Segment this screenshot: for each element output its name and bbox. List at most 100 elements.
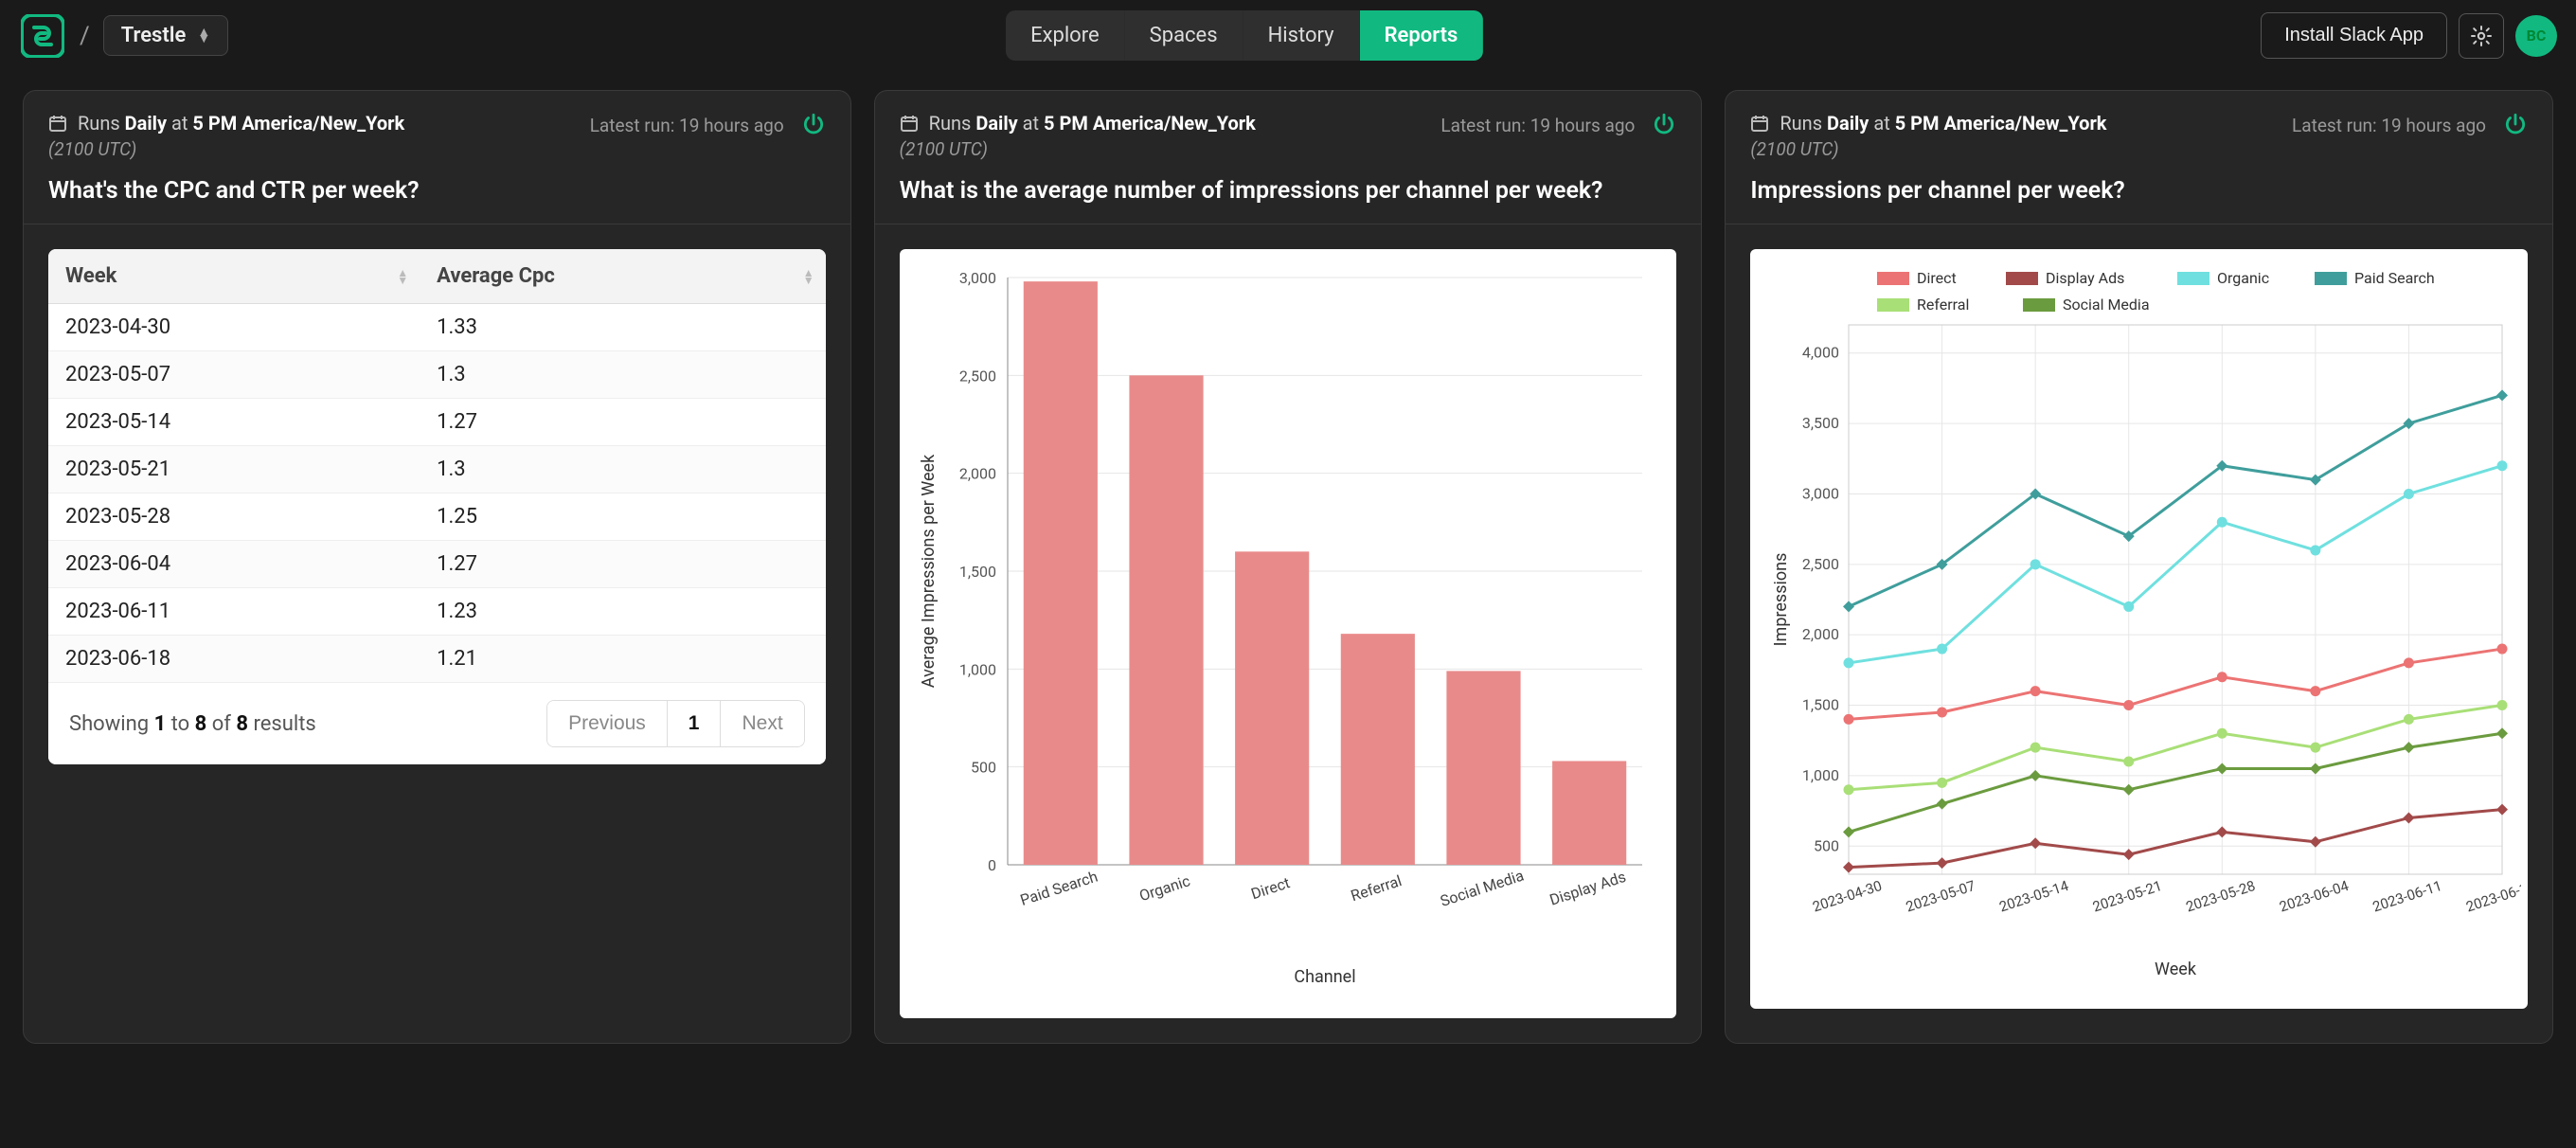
svg-text:2023-06-04: 2023-06-04 (2278, 877, 2352, 916)
power-toggle[interactable] (1652, 112, 1676, 140)
install-slack-button[interactable]: Install Slack App (2261, 12, 2447, 59)
svg-text:2023-06-18: 2023-06-18 (2464, 877, 2521, 916)
table-cell: 1.33 (420, 304, 826, 351)
sort-icon: ▲▼ (397, 269, 408, 284)
schedule-prefix: Runs (929, 112, 972, 135)
report-card: Runs Daily at 5 PM America/New_York (210… (23, 90, 851, 1044)
svg-text:1,000: 1,000 (1802, 766, 1839, 784)
svg-text:Display Ads: Display Ads (1547, 868, 1628, 909)
svg-text:2023-05-14: 2023-05-14 (1997, 877, 2071, 916)
schedule-at: at (1023, 112, 1039, 135)
table-cell: 1.25 (420, 493, 826, 541)
table-cell: 1.27 (420, 399, 826, 446)
table-row: 2023-05-071.3 (48, 351, 826, 399)
table-row: 2023-06-181.21 (48, 636, 826, 683)
chevron-updown-icon: ▲▼ (197, 29, 210, 43)
schedule-at: at (1873, 112, 1889, 135)
workspace-name: Trestle (121, 24, 187, 47)
svg-text:1,500: 1,500 (959, 563, 996, 581)
tab-history[interactable]: History (1243, 10, 1360, 61)
table-cell: 2023-06-11 (48, 588, 420, 636)
svg-text:2023-05-07: 2023-05-07 (1905, 877, 1978, 916)
table-cell: 1.3 (420, 351, 826, 399)
cards-row: Runs Daily at 5 PM America/New_York (210… (0, 71, 2576, 1063)
svg-text:1,500: 1,500 (1802, 696, 1839, 714)
svg-text:2,500: 2,500 (1802, 555, 1839, 573)
svg-text:Week: Week (2155, 960, 2197, 979)
table-cell: 1.27 (420, 541, 826, 588)
svg-text:Paid Search: Paid Search (1018, 868, 1100, 909)
column-header[interactable]: Week▲▼ (48, 249, 420, 304)
table-cell: 2023-05-07 (48, 351, 420, 399)
table-cell: 2023-04-30 (48, 304, 420, 351)
prev-button[interactable]: Previous (547, 701, 668, 746)
bar-chart: 05001,0001,5002,0002,5003,000Paid Search… (900, 249, 1677, 1018)
topbar-actions: Install Slack App BC (2261, 12, 2557, 59)
power-toggle[interactable] (801, 112, 826, 140)
latest-run: Latest run: 19 hours ago (2292, 114, 2486, 138)
tab-spaces[interactable]: Spaces (1125, 10, 1243, 61)
svg-text:2023-05-28: 2023-05-28 (2184, 877, 2258, 916)
table-row: 2023-05-281.25 (48, 493, 826, 541)
workspace-selector[interactable]: Trestle ▲▼ (103, 15, 228, 56)
report-card: Runs Daily at 5 PM America/New_York (210… (874, 90, 1703, 1044)
tab-reports[interactable]: Reports (1360, 10, 1484, 61)
calendar-icon (1750, 114, 1769, 137)
schedule-freq: Daily (125, 112, 167, 135)
svg-text:Channel: Channel (1294, 967, 1355, 987)
table-cell: 1.21 (420, 636, 826, 683)
table-summary: Showing 1 to 8 of 8 results (69, 712, 316, 736)
schedule-utc: (2100 UTC) (900, 138, 988, 160)
schedule-freq: Daily (975, 112, 1017, 135)
calendar-icon (48, 114, 67, 137)
schedule-prefix: Runs (78, 112, 120, 135)
column-header[interactable]: Average Cpc▲▼ (420, 249, 826, 304)
svg-text:Organic: Organic (2217, 269, 2269, 287)
svg-text:2,500: 2,500 (959, 367, 996, 385)
avatar-initials: BC (2527, 27, 2547, 45)
svg-text:Referral: Referral (1349, 871, 1404, 905)
svg-text:3,500: 3,500 (1802, 414, 1839, 432)
latest-run: Latest run: 19 hours ago (1440, 114, 1635, 138)
schedule-utc: (2100 UTC) (1750, 138, 1838, 160)
table-row: 2023-04-301.33 (48, 304, 826, 351)
svg-text:0: 0 (988, 856, 996, 874)
sort-icon: ▲▼ (803, 269, 814, 284)
svg-text:Impressions: Impressions (1771, 553, 1791, 647)
tab-explore[interactable]: Explore (1006, 10, 1125, 61)
svg-text:Direct: Direct (1248, 873, 1292, 903)
user-avatar[interactable]: BC (2515, 15, 2557, 57)
report-title: What's the CPC and CTR per week? (48, 177, 826, 205)
svg-text:Social Media: Social Media (2063, 296, 2150, 314)
report-title: Impressions per channel per week? (1750, 177, 2528, 205)
nav-tabs: ExploreSpacesHistoryReports (1006, 10, 1483, 61)
settings-button[interactable] (2459, 13, 2504, 59)
page-button[interactable]: 1 (668, 701, 722, 746)
latest-run: Latest run: 19 hours ago (590, 114, 784, 138)
power-toggle[interactable] (2503, 112, 2528, 140)
svg-text:Organic: Organic (1136, 871, 1191, 905)
table-cell: 1.23 (420, 588, 826, 636)
pagination: Previous 1 Next (546, 700, 805, 747)
schedule-utc: (2100 UTC) (48, 138, 136, 160)
table-cell: 1.3 (420, 446, 826, 493)
table-row: 2023-05-211.3 (48, 446, 826, 493)
table-cell: 2023-06-18 (48, 636, 420, 683)
schedule-time: 5 PM America/New_York (192, 112, 404, 135)
schedule-at: at (171, 112, 188, 135)
table-cell: 2023-05-14 (48, 399, 420, 446)
table-cell: 2023-05-21 (48, 446, 420, 493)
svg-text:Paid Search: Paid Search (2354, 269, 2435, 287)
next-button[interactable]: Next (721, 701, 803, 746)
brand-logo[interactable] (19, 12, 66, 60)
svg-text:3,000: 3,000 (959, 269, 996, 287)
svg-text:2023-04-30: 2023-04-30 (1811, 877, 1885, 916)
report-card: Runs Daily at 5 PM America/New_York (210… (1725, 90, 2553, 1044)
schedule-time: 5 PM America/New_York (1895, 112, 2107, 135)
svg-text:3,000: 3,000 (1802, 484, 1839, 502)
calendar-icon (900, 114, 919, 137)
svg-text:2023-05-21: 2023-05-21 (2091, 877, 2165, 916)
svg-text:2023-06-11: 2023-06-11 (2370, 877, 2444, 916)
svg-text:2,000: 2,000 (1802, 625, 1839, 643)
svg-text:500: 500 (1814, 836, 1839, 854)
